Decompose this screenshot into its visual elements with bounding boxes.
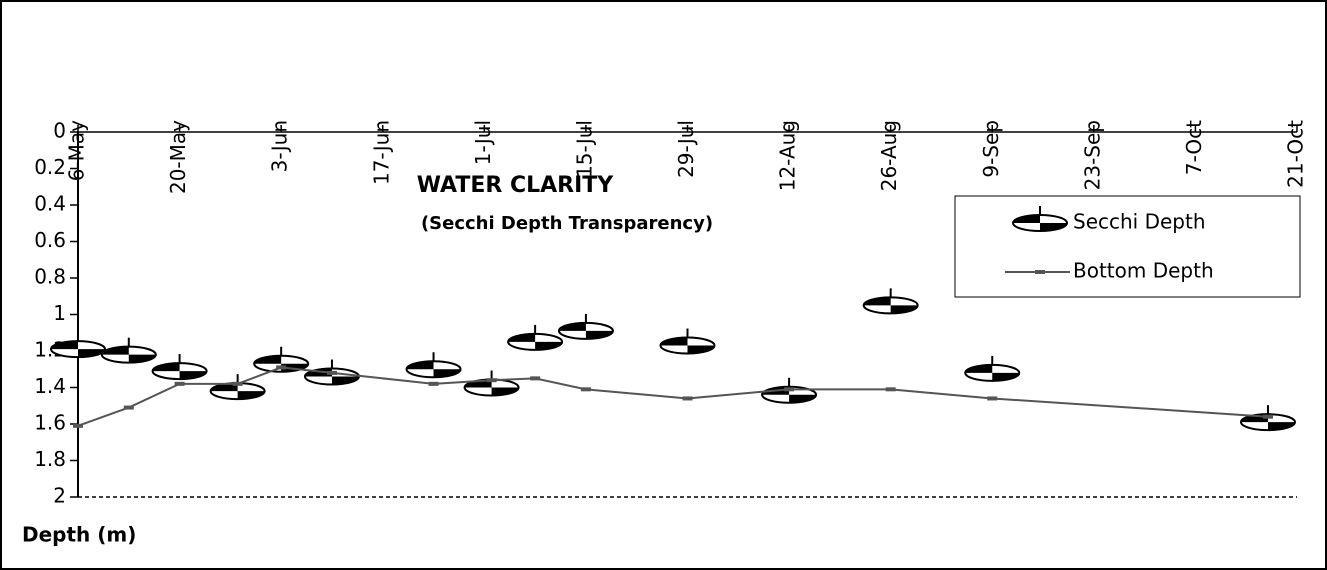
x-tick-label: 9-Sep (979, 120, 1003, 178)
x-tick-label: 21-Oct (1284, 120, 1308, 188)
secchi-quadrant (128, 354, 156, 363)
secchi-point (557, 313, 614, 340)
secchi-point (209, 374, 266, 401)
secchi-point (151, 354, 208, 381)
y-tick-label: 0 (53, 119, 66, 143)
bottom-depth-point (486, 378, 497, 383)
secchi-point (1239, 405, 1296, 432)
secchi-quadrant (210, 383, 238, 392)
x-tick-label: 15-Jul (572, 120, 596, 178)
secchi-quadrant (789, 394, 817, 403)
secchi-point (100, 337, 157, 364)
bottom-depth-point (123, 405, 134, 410)
secchi-quadrant (687, 345, 715, 354)
x-tick-label: 3-Jun (268, 120, 292, 172)
x-tick-label: 1-Jul (471, 120, 495, 165)
y-tick-label: 1.6 (34, 411, 66, 435)
secchi-quadrant (51, 341, 78, 350)
secchi-quadrant (585, 330, 613, 339)
secchi-quadrant (1013, 215, 1040, 223)
secchi-quadrant (179, 371, 207, 380)
y-tick-label: 0.4 (34, 192, 66, 216)
bottom-depth-point (987, 396, 998, 401)
x-tick-label: 20-May (166, 120, 190, 194)
x-tick-label: 29-Jul (674, 120, 698, 178)
bottom-depth-point (784, 387, 795, 392)
secchi-quadrant (535, 341, 563, 350)
secchi-point (659, 328, 716, 355)
legend-label: Bottom Depth (1073, 259, 1214, 283)
legend-swatch-marker (1035, 270, 1045, 274)
secchi-quadrant (491, 387, 519, 396)
secchi-point (253, 346, 310, 373)
secchi-point (303, 359, 360, 386)
y-tick-label: 0.8 (34, 265, 66, 289)
secchi-quadrant (863, 297, 891, 306)
secchi-quadrant (78, 349, 105, 358)
secchi-quadrant (406, 361, 434, 370)
secchi-quadrant (508, 333, 536, 342)
secchi-quadrant (890, 305, 918, 314)
bottom-depth-point (580, 387, 591, 392)
secchi-quadrant (965, 364, 993, 373)
chart-subtitle: (Secchi Depth Transparency) (421, 213, 713, 234)
legend-label: Secchi Depth (1073, 210, 1206, 234)
secchi-quadrant (992, 372, 1020, 381)
x-tick-label: 12-Aug (776, 120, 800, 191)
secchi-point (50, 332, 106, 359)
y-tick-label: 1.8 (34, 447, 66, 471)
bottom-depth-point (1262, 414, 1273, 419)
secchi-point (862, 288, 919, 315)
x-tick-label: 26-Aug (877, 120, 901, 191)
bottom-depth-point (73, 423, 83, 428)
y-axis-label: Depth (m) (22, 523, 136, 547)
bottom-depth-point (428, 381, 439, 386)
secchi-point (964, 355, 1021, 382)
legend-swatch (1012, 206, 1068, 232)
y-tick-label: 0.2 (34, 155, 66, 179)
y-tick-label: 2 (53, 484, 66, 508)
bottom-depth-point (232, 381, 243, 386)
secchi-quadrant (331, 376, 359, 385)
secchi-quadrant (1267, 422, 1295, 431)
secchi-point (507, 324, 564, 351)
secchi-quadrant (281, 363, 309, 372)
secchi-quadrant (558, 322, 586, 331)
secchi-quadrant (152, 363, 180, 372)
secchi-quadrant (433, 369, 461, 378)
secchi-point (405, 352, 462, 379)
x-tick-label: 17-Jun (369, 120, 393, 185)
bottom-depth-point (530, 376, 541, 381)
x-tick-label: 7-Oct (1182, 120, 1206, 175)
secchi-quadrant (1040, 223, 1067, 231)
legend-box (954, 195, 1301, 298)
y-tick-label: 0.6 (34, 228, 66, 252)
bottom-depth-point (885, 387, 896, 392)
secchi-quadrant (237, 391, 265, 400)
y-tick-label: 1 (53, 301, 66, 325)
bottom-depth-point (276, 365, 287, 370)
x-tick-label: 6-May (65, 120, 89, 181)
secchi-quadrant (101, 346, 129, 355)
y-tick-label: 1.4 (34, 374, 66, 398)
secchi-quadrant (304, 368, 332, 377)
x-tick-label: 23-Sep (1080, 120, 1104, 190)
secchi-quadrant (254, 355, 282, 364)
chart-title: WATER CLARITY (417, 173, 615, 198)
secchi-quadrant (660, 337, 688, 346)
bottom-depth-point (682, 396, 693, 401)
bottom-depth-point (174, 381, 185, 386)
bottom-depth-point (326, 370, 337, 375)
